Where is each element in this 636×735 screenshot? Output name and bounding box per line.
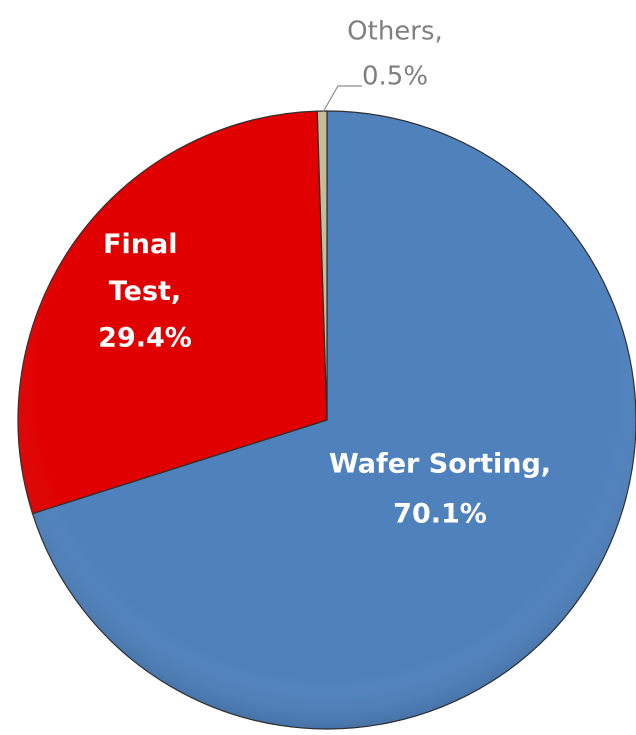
slice-label: Wafer Sorting, (329, 449, 551, 480)
value-label: 70.1% (393, 499, 487, 530)
label-line: Final (103, 229, 187, 260)
label-line: Test, (109, 276, 181, 307)
slice-label: Final Test, (103, 229, 187, 307)
leader-line (322, 85, 362, 113)
slice-label: Others, (347, 17, 443, 47)
value-label: 29.4% (98, 323, 192, 354)
value-label: 0.5% (362, 62, 428, 92)
